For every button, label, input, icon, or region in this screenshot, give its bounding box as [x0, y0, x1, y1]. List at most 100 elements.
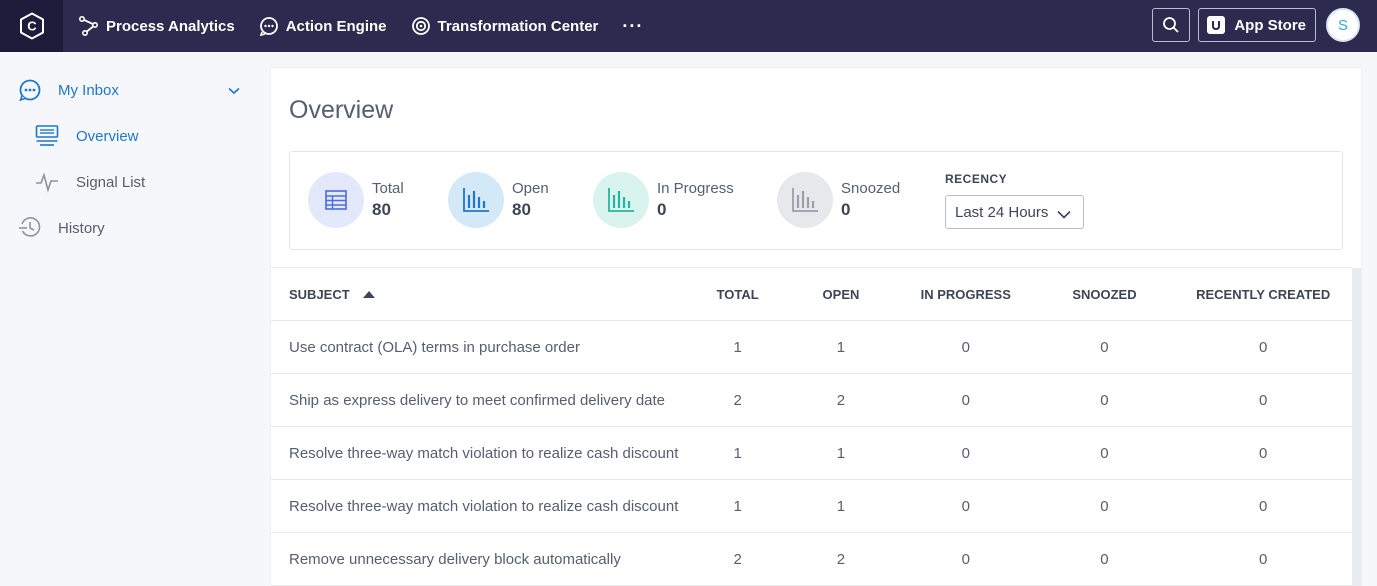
- stat-total-label: Total: [372, 180, 404, 197]
- signals-table: SUBJECT TOTAL OPEN IN PROGRESS SNOOZED R…: [271, 267, 1352, 586]
- cell-total: 2: [733, 391, 742, 409]
- summary-card: Total 80 Open 80 In Progress 0: [289, 151, 1343, 250]
- cell-total: 1: [733, 444, 742, 462]
- inbox-chat-icon: [18, 78, 42, 102]
- cell-recently-created: 0: [1259, 338, 1268, 356]
- action-engine-icon: [259, 16, 279, 36]
- main-panel: Overview Total 80 Open 80 I: [271, 68, 1361, 586]
- cell-subject: Ship as express delivery to meet confirm…: [289, 391, 666, 409]
- sidebar-item-overview-label: Overview: [76, 127, 139, 145]
- cell-total: 2: [733, 550, 742, 568]
- cell-recently-created: 0: [1259, 550, 1268, 568]
- sidebar-item-my-inbox-label: My Inbox: [58, 81, 119, 99]
- more-menu-button[interactable]: ···: [622, 15, 644, 36]
- cell-in-progress: 0: [961, 444, 970, 462]
- page-title: Overview: [289, 96, 394, 124]
- cell-in-progress: 0: [961, 391, 970, 409]
- cell-snoozed: 0: [1100, 550, 1109, 568]
- table-scrollbar[interactable]: [1352, 268, 1361, 586]
- app-store-button[interactable]: App Store: [1198, 8, 1316, 42]
- stat-snoozed-label: Snoozed: [841, 180, 901, 197]
- cell-in-progress: 0: [961, 550, 970, 568]
- stat-open: Open 80: [448, 172, 549, 228]
- column-header-open[interactable]: OPEN: [822, 286, 860, 302]
- history-icon: [18, 216, 42, 240]
- nav-transformation-center-label: Transformation Center: [437, 17, 599, 35]
- nav-action-engine[interactable]: Action Engine: [259, 0, 387, 52]
- stat-open-label: Open: [512, 180, 549, 197]
- stat-total: Total 80: [308, 172, 404, 228]
- top-navigation-bar: C Process Analytics Action Engine Transf…: [0, 0, 1377, 52]
- bar-chart-icon-in-progress: [593, 172, 649, 228]
- recency-select[interactable]: Last 24 Hours: [945, 195, 1084, 229]
- search-icon: [1163, 17, 1179, 33]
- cell-total: 1: [733, 338, 742, 356]
- table-icon: [308, 172, 364, 228]
- overview-icon: [35, 124, 59, 148]
- nav-process-analytics[interactable]: Process Analytics: [79, 0, 235, 52]
- table-row[interactable]: Remove unnecessary delivery block automa…: [271, 533, 1352, 586]
- sidebar-item-history[interactable]: History: [18, 216, 105, 240]
- cell-snoozed: 0: [1100, 497, 1109, 515]
- cell-recently-created: 0: [1259, 444, 1268, 462]
- celonis-logo[interactable]: C: [0, 0, 63, 52]
- cell-open: 1: [836, 338, 846, 356]
- column-header-snoozed[interactable]: SNOOZED: [1072, 286, 1137, 302]
- stat-open-value: 80: [512, 200, 531, 219]
- stat-in-progress-label: In Progress: [657, 180, 734, 197]
- column-header-subject-label: SUBJECT: [289, 286, 350, 302]
- app-store-label: App Store: [1234, 16, 1306, 34]
- cell-subject: Remove unnecessary delivery block automa…: [289, 550, 621, 568]
- cell-total: 1: [733, 497, 742, 515]
- column-header-subject[interactable]: SUBJECT: [271, 287, 690, 302]
- transformation-center-icon: [411, 16, 431, 36]
- cell-open: 1: [836, 444, 846, 462]
- sidebar-item-overview[interactable]: Overview: [35, 124, 139, 148]
- table-row[interactable]: Ship as express delivery to meet confirm…: [271, 374, 1352, 427]
- table-row[interactable]: Resolve three-way match violation to rea…: [271, 480, 1352, 533]
- sidebar-item-my-inbox[interactable]: My Inbox: [18, 78, 240, 102]
- table-row[interactable]: Use contract (OLA) terms in purchase ord…: [271, 321, 1352, 374]
- cell-snoozed: 0: [1100, 338, 1109, 356]
- sidebar-item-signal-list[interactable]: Signal List: [35, 170, 145, 194]
- cell-subject: Use contract (OLA) terms in purchase ord…: [289, 338, 580, 356]
- cell-open: 1: [836, 497, 846, 515]
- pulse-icon: [35, 170, 59, 194]
- app-store-icon: [1207, 16, 1226, 34]
- cell-recently-created: 0: [1259, 391, 1268, 409]
- cell-subject: Resolve three-way match violation to rea…: [289, 497, 679, 515]
- nav-process-analytics-label: Process Analytics: [106, 17, 235, 35]
- sort-ascending-icon[interactable]: [362, 290, 375, 298]
- column-header-total[interactable]: TOTAL: [716, 286, 759, 302]
- recency-label: RECENCY: [945, 172, 1008, 186]
- sidebar-item-history-label: History: [58, 219, 105, 237]
- user-avatar[interactable]: S: [1326, 8, 1360, 42]
- recency-filter: RECENCY Last 24 Hours: [945, 172, 1084, 229]
- column-header-in-progress[interactable]: IN PROGRESS: [920, 286, 1011, 302]
- cell-open: 2: [836, 391, 846, 409]
- table-row[interactable]: Resolve three-way match violation to rea…: [271, 427, 1352, 480]
- table-header-row: SUBJECT TOTAL OPEN IN PROGRESS SNOOZED R…: [271, 268, 1352, 321]
- stat-snoozed-value: 0: [841, 200, 851, 219]
- top-right-actions: App Store S: [1152, 8, 1360, 42]
- nav-transformation-center[interactable]: Transformation Center: [411, 0, 599, 52]
- sidebar-item-signal-list-label: Signal List: [76, 173, 146, 191]
- column-header-recently-created[interactable]: RECENTLY CREATED: [1196, 286, 1331, 302]
- stat-in-progress: In Progress 0: [593, 172, 734, 228]
- process-analytics-icon: [79, 16, 99, 36]
- nav-action-engine-label: Action Engine: [285, 17, 387, 35]
- cell-in-progress: 0: [961, 338, 970, 356]
- recency-select-value: Last 24 Hours: [955, 203, 1049, 221]
- bar-chart-icon-open: [448, 172, 504, 228]
- sidebar: My Inbox Overview Signal List History: [0, 52, 256, 586]
- logo-letter: C: [27, 19, 37, 34]
- chevron-down-icon[interactable]: [228, 82, 240, 99]
- stat-in-progress-value: 0: [657, 200, 667, 219]
- stat-snoozed: Snoozed 0: [777, 172, 900, 228]
- cell-snoozed: 0: [1100, 391, 1109, 409]
- cell-in-progress: 0: [961, 497, 970, 515]
- bar-chart-icon-snoozed: [777, 172, 833, 228]
- cell-open: 2: [836, 550, 846, 568]
- cell-snoozed: 0: [1100, 444, 1109, 462]
- search-button[interactable]: [1152, 8, 1191, 42]
